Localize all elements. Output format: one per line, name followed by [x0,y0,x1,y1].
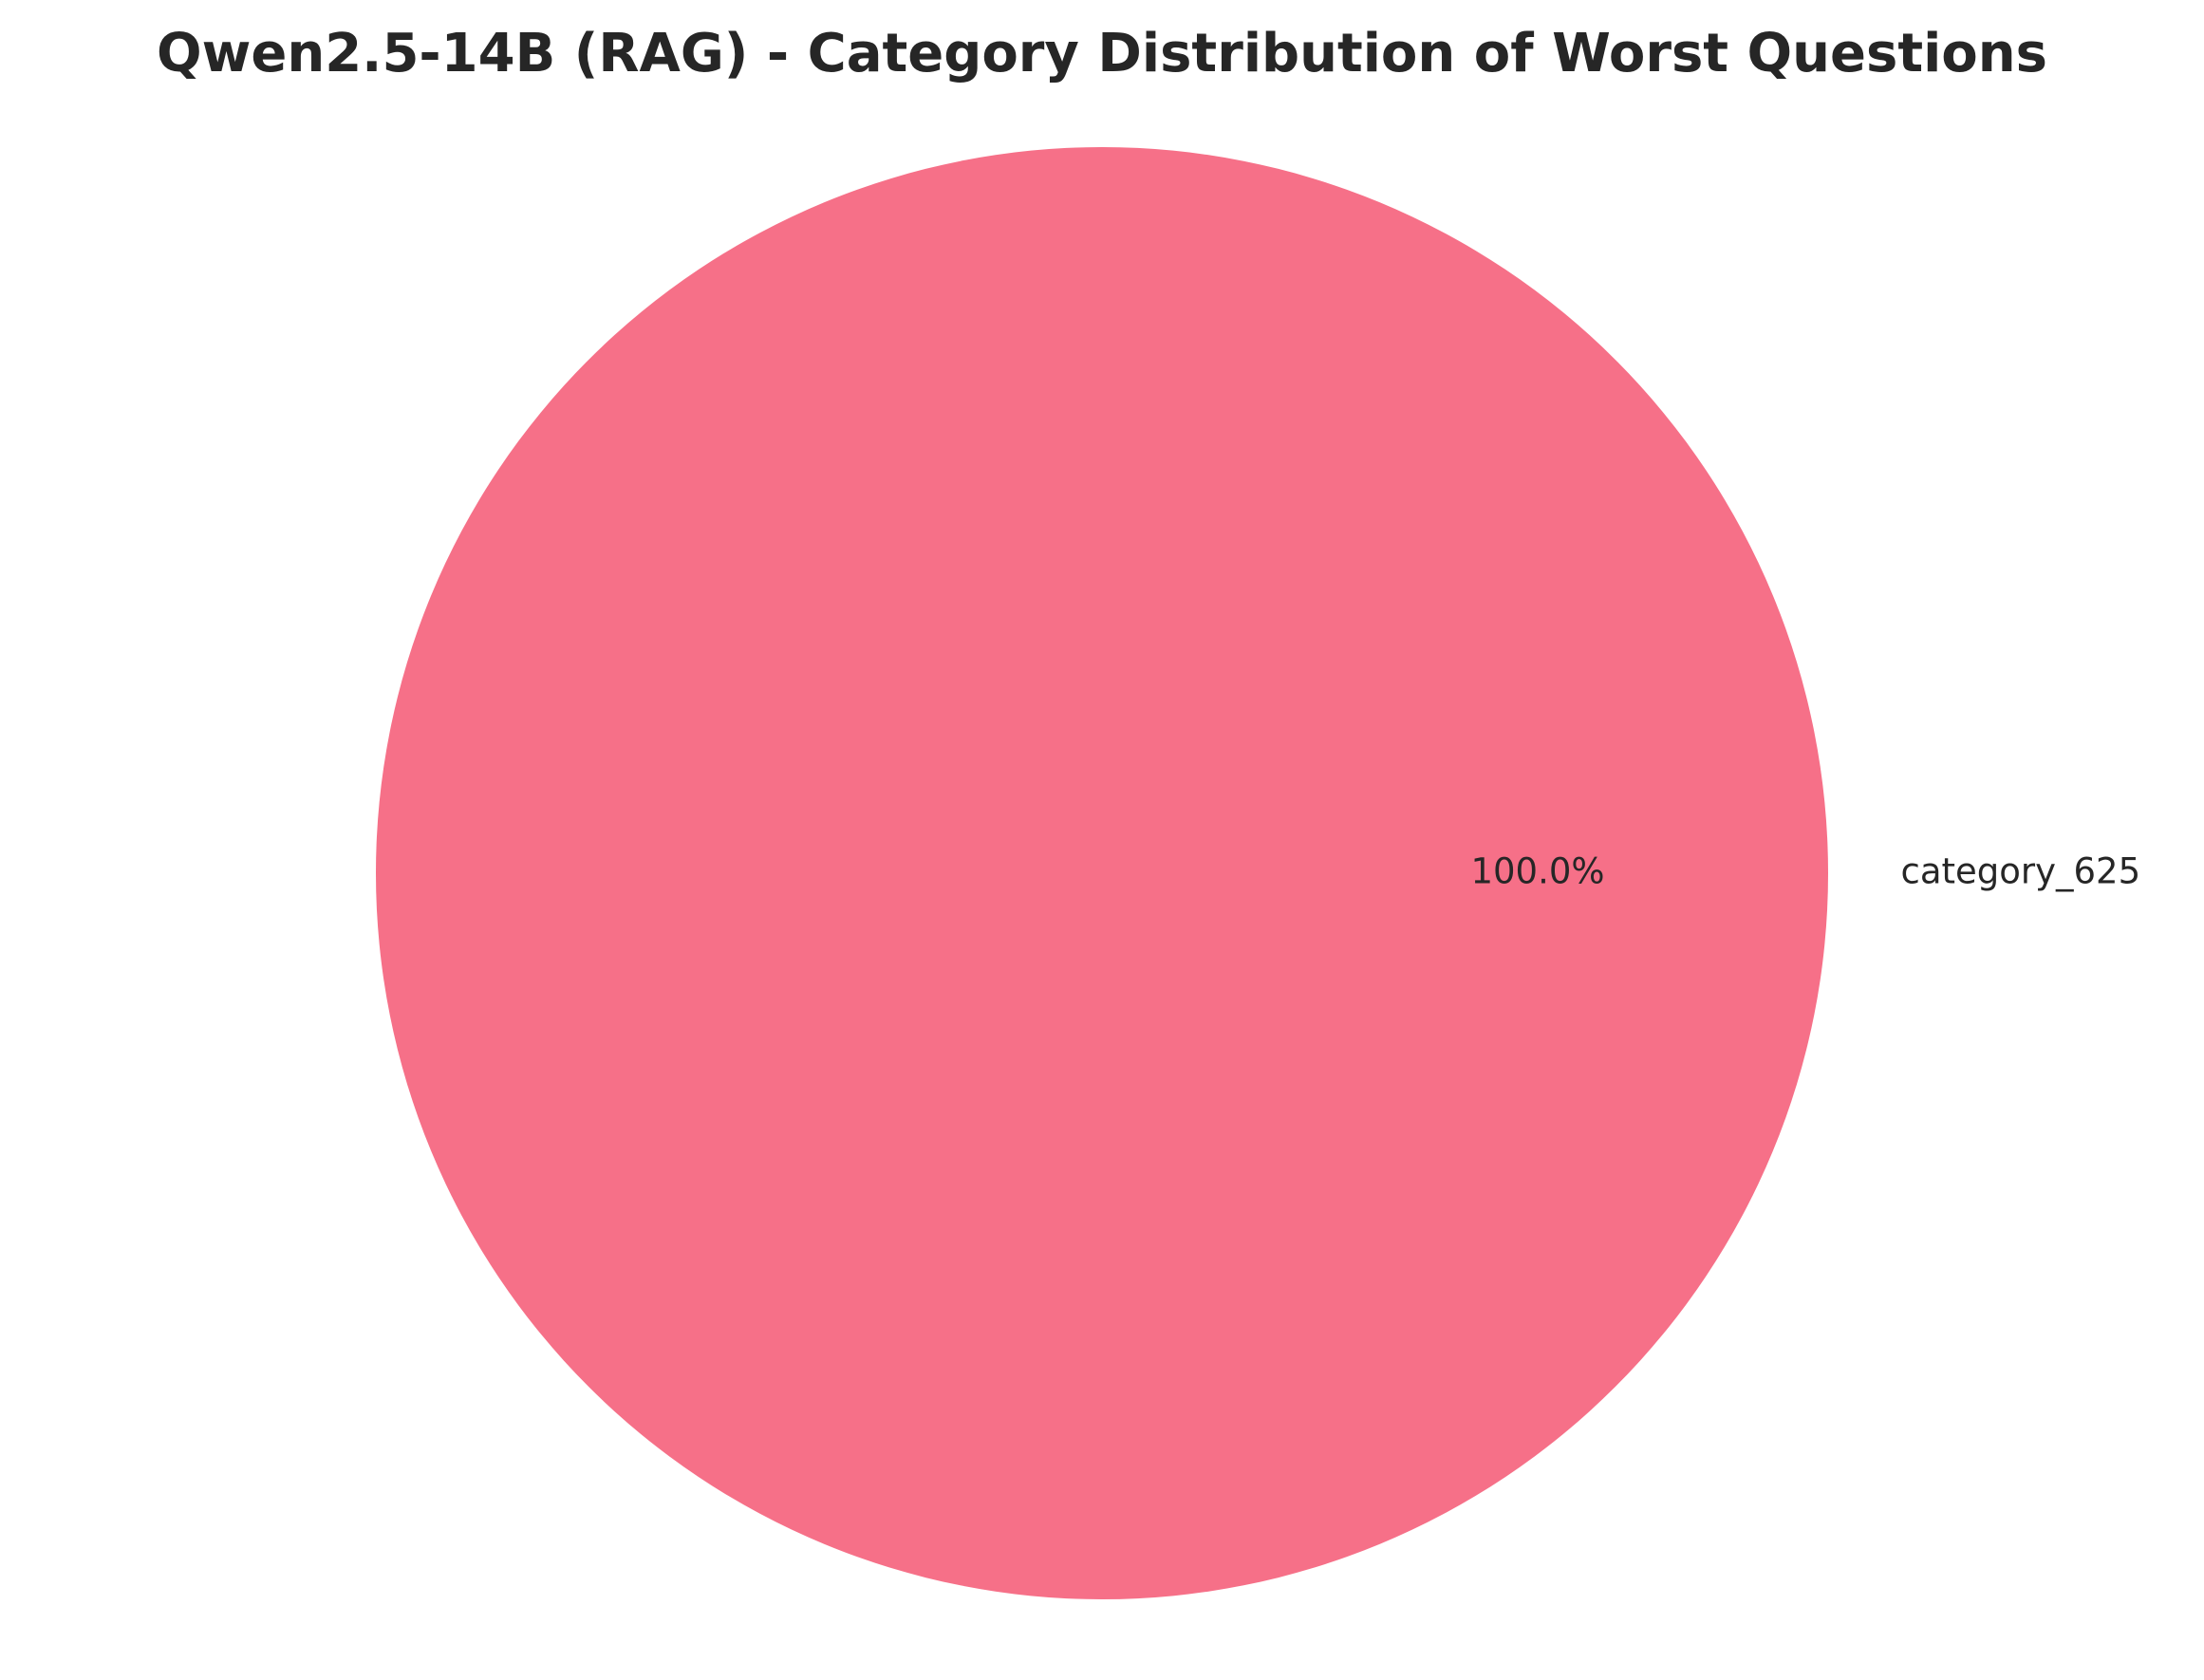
pie-slices [376,147,1828,1599]
pie-slice-category_625 [376,147,1828,1599]
pie-labels: category_625 100.0% [1470,851,2140,892]
chart-title: Qwen2.5-14B (RAG) - Category Distributio… [157,23,2047,84]
slice-label: category_625 [1901,851,2141,892]
slice-percent-label: 100.0% [1470,851,1604,892]
